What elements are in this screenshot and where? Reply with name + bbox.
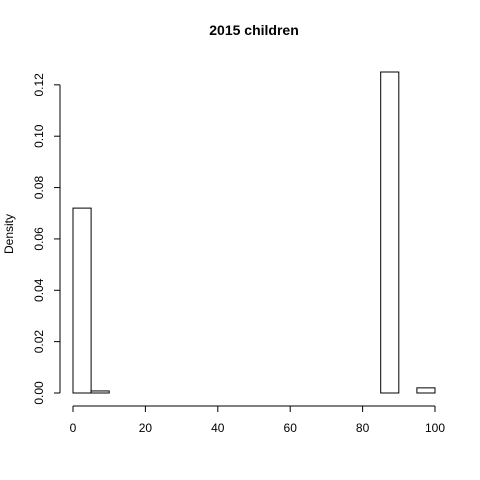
x-tick-label: 80 [356, 421, 370, 435]
histogram-bar [72, 207, 92, 394]
y-axis-label: Density [2, 214, 16, 254]
y-axis: 0.00 0.02 0.04 0.06 0.08 0.10 0.12 [32, 73, 61, 405]
y-tick-label: 0.10 [32, 124, 46, 148]
y-tick-label: 0.08 [32, 176, 46, 200]
y-tick-label: 0.06 [32, 227, 46, 251]
y-tick-label: 0.04 [32, 278, 46, 302]
x-axis: 0 20 40 60 80 100 [70, 405, 445, 435]
x-tick-label: 60 [284, 421, 298, 435]
chart-title: 2015 children [209, 22, 299, 38]
x-tick-label: 100 [425, 421, 445, 435]
y-tick-label: 0.00 [32, 381, 46, 405]
x-tick-label: 20 [139, 421, 153, 435]
y-tick-label: 0.02 [32, 330, 46, 354]
histogram-bar [416, 387, 436, 394]
y-tick-label: 0.12 [32, 73, 46, 97]
x-tick-label: 40 [211, 421, 225, 435]
x-tick-label: 0 [70, 421, 77, 435]
histogram-bar [90, 390, 110, 394]
bars-group [72, 71, 436, 394]
histogram-bar [380, 71, 400, 394]
